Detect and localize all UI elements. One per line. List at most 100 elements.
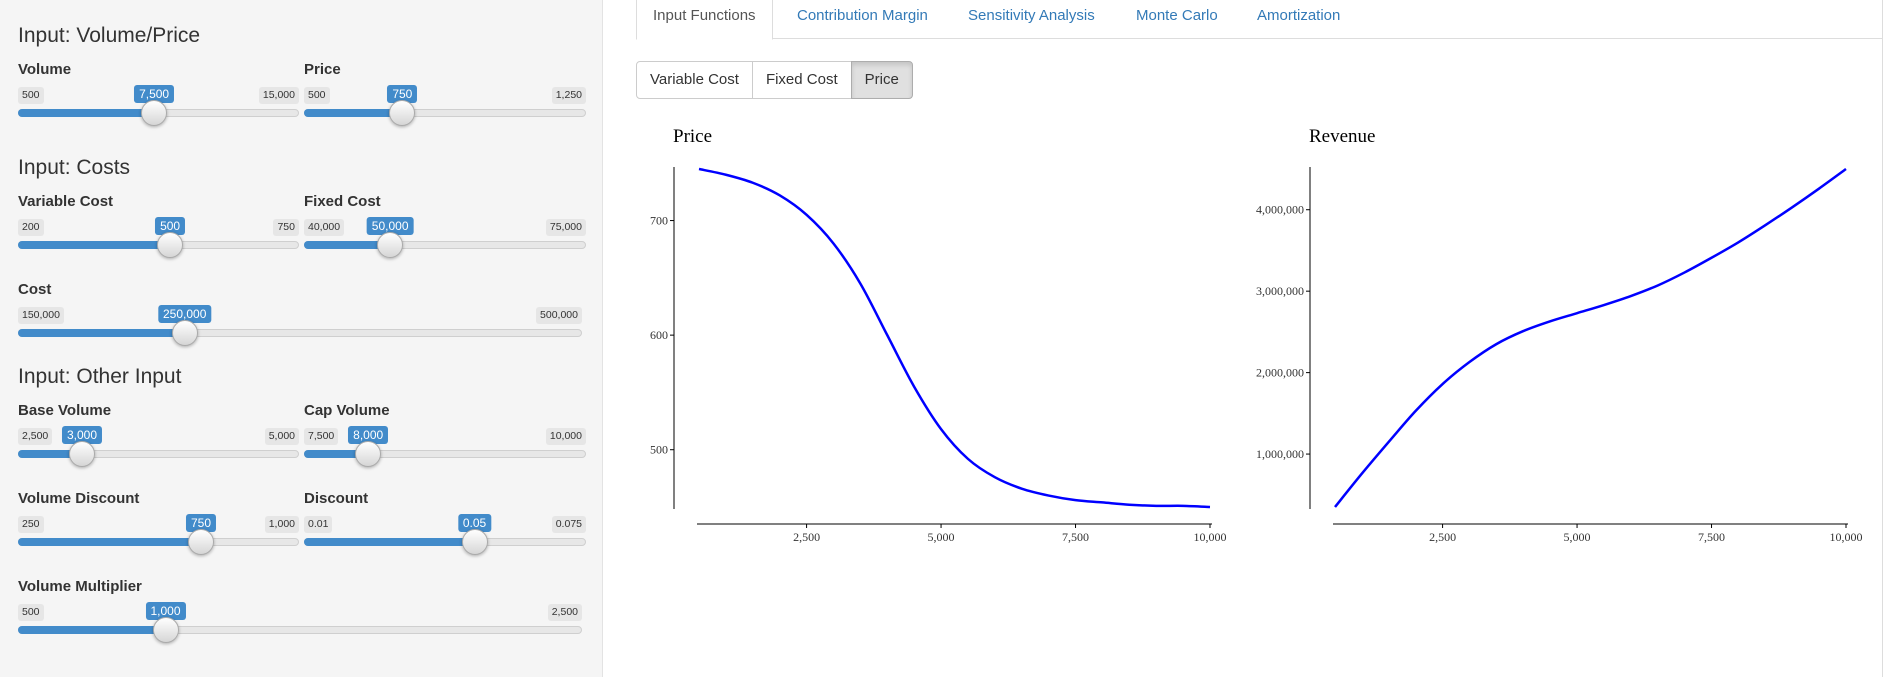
revenue-chart-x-tick-label: 2,500: [1429, 530, 1456, 544]
tab-monte-carlo[interactable]: Monte Carlo: [1136, 7, 1218, 24]
price-chart-x-tick-label: 2,500: [793, 530, 820, 544]
variable-cost-slider[interactable]: Variable Cost 200 750 500: [18, 193, 299, 271]
revenue-chart-y-tick-label: 1,000,000: [1256, 447, 1304, 461]
base-volume-fill: [18, 450, 82, 458]
cap-volume-fill: [304, 450, 369, 458]
base-volume-min: 2,500: [18, 428, 53, 445]
discount-max: 0.075: [551, 516, 586, 533]
variable-cost-handle[interactable]: [157, 232, 184, 258]
fixed-cost-fill: [304, 241, 391, 249]
volume-slider[interactable]: Volume 500 15,000 7,500: [18, 61, 299, 139]
price-button[interactable]: Price: [850, 61, 913, 99]
fixed-cost-max: 75,000: [545, 219, 586, 236]
volume-handle[interactable]: [141, 100, 168, 126]
cost-slider[interactable]: Cost 150,000 500,000 250,000: [18, 281, 582, 359]
price-slider[interactable]: Price 500 1,250 750: [304, 61, 586, 139]
volume-discount-handle[interactable]: [188, 529, 214, 555]
revenue-chart-y-tick-label: 3,000,000: [1256, 284, 1304, 298]
function-button-group: Variable Cost Fixed Cost Price: [636, 61, 913, 99]
volume-min: 500: [18, 87, 44, 104]
fixed-cost-button[interactable]: Fixed Cost: [751, 61, 852, 99]
fixed-cost-min: 40,000: [304, 219, 345, 236]
volume-discount-slider[interactable]: Volume Discount 250 1,000 750: [18, 490, 299, 568]
price-max: 1,250: [551, 87, 586, 104]
price-chart-x-tick-label: 10,000: [1194, 530, 1227, 544]
price-chart: Price 500 600 700 2,500 5,000 7,500 10,000: [636, 115, 1236, 565]
price-chart-y-tick-label: 500: [650, 443, 668, 457]
price-chart-svg: Price 500 600 700 2,500 5,000 7,500 10,000: [650, 126, 1227, 544]
fixed-cost-handle[interactable]: [377, 232, 404, 258]
volume-fill: [18, 109, 155, 117]
volume-discount-label: Volume Discount: [18, 490, 140, 507]
volume-discount-min: 250: [18, 516, 44, 533]
tab-contribution-margin[interactable]: Contribution Margin: [797, 7, 928, 24]
revenue-chart-title: Revenue: [1309, 126, 1375, 147]
volume-discount-fill: [18, 538, 201, 546]
discount-slider[interactable]: Discount 0.01 0.075 0.05: [304, 490, 586, 568]
fixed-cost-slider[interactable]: Fixed Cost 40,000 75,000 50,000: [304, 193, 586, 271]
variable-cost-label: Variable Cost: [18, 193, 114, 210]
cap-volume-max: 10,000: [545, 428, 586, 445]
sidebar: Input: Volume/Price Volume 500 15,000 7,…: [0, 0, 603, 677]
revenue-chart-series-line: [1334, 167, 1847, 508]
discount-label: Discount: [304, 490, 369, 507]
revenue-chart-y-tick-label: 4,000,000: [1256, 203, 1304, 217]
cost-value: 250,000: [158, 305, 212, 323]
revenue-chart: Revenue 1,000,000 2,000,000 3,000,000 4,000,…: [1252, 115, 1882, 565]
volume-discount-max: 1,000: [264, 516, 299, 533]
scrollbar-edge: [1882, 0, 1883, 677]
volume-multiplier-min: 500: [18, 604, 44, 621]
volume-label: Volume: [18, 61, 72, 78]
discount-min: 0.01: [304, 516, 333, 533]
volume-multiplier-fill: [18, 626, 166, 634]
discount-handle[interactable]: [461, 529, 488, 555]
base-volume-handle[interactable]: [69, 441, 95, 467]
section-title-costs: Input: Costs: [18, 156, 131, 179]
cost-label: Cost: [18, 281, 52, 298]
tab-input-functions[interactable]: Input Functions: [636, 0, 773, 40]
tab-bar: Input Functions Contribution Margin Sens…: [636, 0, 1882, 40]
volume-value: 7,500: [134, 85, 175, 103]
base-volume-label: Base Volume: [18, 402, 112, 419]
price-handle[interactable]: [389, 100, 416, 126]
tab-amortization[interactable]: Amortization: [1257, 7, 1341, 24]
price-label: Price: [304, 61, 341, 78]
volume-multiplier-label: Volume Multiplier: [18, 578, 142, 595]
volume-multiplier-slider[interactable]: Volume Multiplier 500 2,500 1,000: [18, 578, 582, 656]
cap-volume-slider[interactable]: Cap Volume 7,500 10,000 8,000: [304, 402, 586, 480]
price-chart-y-tick-label: 700: [650, 214, 668, 228]
volume-max: 15,000: [258, 87, 299, 104]
price-chart-x-tick-label: 7,500: [1062, 530, 1089, 544]
variable-cost-button[interactable]: Variable Cost: [636, 61, 753, 99]
cap-volume-min: 7,500: [304, 428, 339, 445]
revenue-chart-svg: Revenue 1,000,000 2,000,000 3,000,000 4,000,…: [1256, 126, 1863, 544]
discount-value: 0.05: [457, 514, 492, 532]
cap-volume-label: Cap Volume: [304, 402, 390, 419]
discount-fill: [304, 538, 475, 546]
cost-fill: [18, 329, 185, 337]
cap-volume-value: 8,000: [348, 426, 389, 444]
variable-cost-min: 200: [18, 219, 44, 236]
base-volume-slider[interactable]: Base Volume 2,500 5,000 3,000: [18, 402, 299, 480]
variable-cost-value: 500: [155, 217, 186, 235]
volume-multiplier-max: 2,500: [547, 604, 582, 621]
cost-max: 500,000: [536, 307, 582, 324]
volume-discount-value: 750: [185, 514, 217, 532]
base-volume-value: 3,000: [61, 426, 103, 444]
price-chart-series-line: [698, 167, 1211, 509]
cap-volume-handle[interactable]: [355, 441, 382, 467]
cost-min: 150,000: [18, 307, 64, 324]
price-min: 500: [304, 87, 330, 104]
fixed-cost-label: Fixed Cost: [304, 193, 381, 210]
price-chart-x-tick-label: 5,000: [928, 530, 955, 544]
volume-multiplier-handle[interactable]: [152, 617, 179, 643]
section-title-volume-price: Input: Volume/Price: [18, 24, 201, 47]
price-chart-title: Price: [673, 126, 712, 147]
revenue-chart-x-tick-label: 10,000: [1830, 530, 1863, 544]
section-title-other: Input: Other Input: [18, 365, 182, 388]
tab-sensitivity-analysis[interactable]: Sensitivity Analysis: [968, 7, 1095, 24]
base-volume-max: 5,000: [264, 428, 299, 445]
revenue-chart-x-tick-label: 7,500: [1698, 530, 1725, 544]
cost-handle[interactable]: [171, 320, 198, 346]
fixed-cost-value: 50,000: [366, 217, 414, 235]
